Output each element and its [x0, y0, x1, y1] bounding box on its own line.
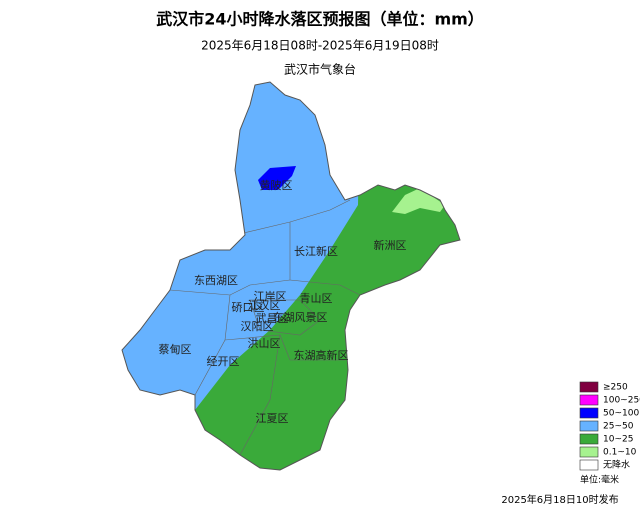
legend-label: 0.1~10 [603, 448, 637, 458]
legend-swatch [579, 420, 599, 432]
legend-swatch [579, 394, 599, 406]
district-label: 江夏区 [256, 412, 289, 425]
district-label: 江岸区 [254, 290, 287, 303]
rain-zone-50-100 [258, 166, 296, 190]
district-label: 青山区 [300, 292, 333, 305]
legend-swatch [579, 459, 599, 471]
district-label: 东湖风景区 [273, 311, 328, 324]
title: 武汉市24小时降水落区预报图（单位：mm） [156, 10, 484, 29]
district-label: 新洲区 [374, 238, 407, 252]
district-label: 东西湖区 [194, 274, 238, 287]
district-label: 长江新区 [294, 244, 338, 258]
district-label: 经开区 [207, 355, 240, 368]
legend-label: 无降水 [603, 459, 630, 471]
district-label: 硚口区 [232, 301, 265, 314]
legend-unit: 单位:毫米 [580, 474, 619, 486]
district-label: 东湖高新区 [294, 348, 349, 362]
legend-swatch [579, 381, 599, 393]
district-label: 蔡甸区 [159, 343, 192, 356]
legend-swatch [579, 446, 599, 458]
rain-zone-0.1-10 [392, 188, 445, 214]
district-label: 洪山区 [248, 336, 281, 350]
district-label: 黄陂区 [260, 178, 293, 192]
legend-swatch [579, 433, 599, 445]
legend-swatch [579, 407, 599, 419]
district-label: 武昌区 [256, 312, 289, 325]
legend-label: 25~50 [603, 422, 634, 432]
footer: 2025年6月18日10时发布 [501, 493, 618, 506]
district-label: 江汉区 [248, 299, 281, 312]
issuer: 武汉市气象台 [284, 62, 356, 77]
legend-label: 10~25 [603, 435, 633, 445]
district-labels: 黄陂区 新洲区 长江新区 东西湖区 江岸区 硚口区 江汉区 青山区 武昌区 汉阳… [159, 178, 407, 425]
district-label: 汉阳区 [241, 320, 274, 333]
legend-label: 100~250 [603, 396, 640, 406]
city-outline [121, 81, 461, 471]
legend-label: 50~100 [603, 409, 639, 419]
legend-label: ≥250 [603, 383, 628, 393]
period: 2025年6月18日08时-2025年6月19日08时 [201, 39, 439, 53]
district-borders [169, 199, 361, 456]
